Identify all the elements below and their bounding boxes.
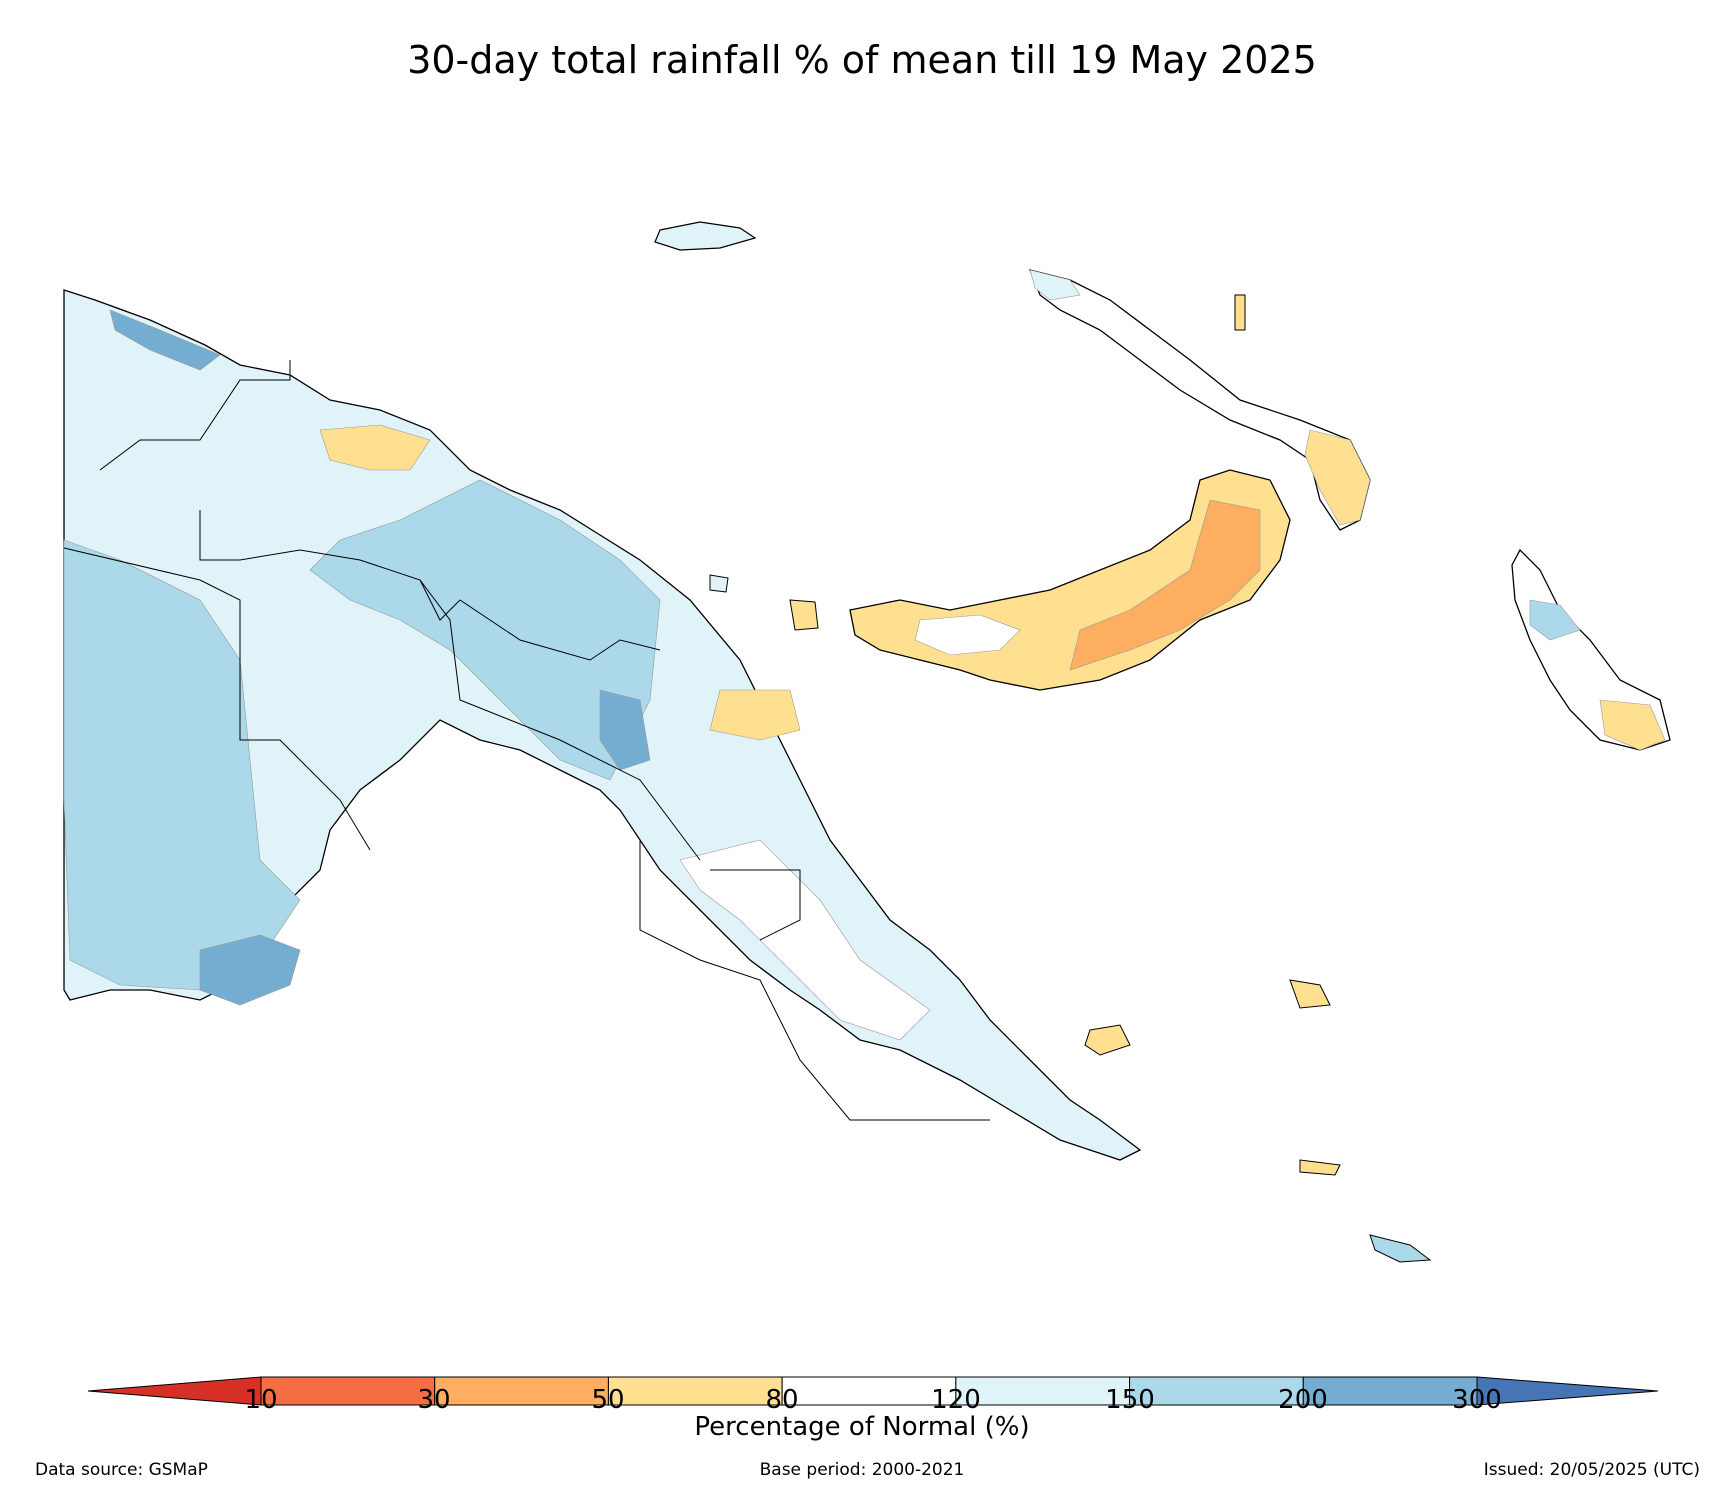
- new-ireland: [1028, 269, 1371, 531]
- colorbar-segment: [434, 1376, 609, 1406]
- tick-label: 200: [1278, 1385, 1328, 1415]
- colorbar-extend-low: [87, 1376, 262, 1406]
- wet-region-west: [63, 539, 301, 991]
- tick-label: 80: [765, 1385, 799, 1415]
- new-britain: [849, 469, 1291, 691]
- very-wet-highlands: [599, 689, 651, 771]
- rossel-island: [1369, 1234, 1432, 1263]
- dry-patch-madang: [709, 689, 801, 741]
- tick-label: 30: [417, 1385, 451, 1415]
- colorbar-extend-high: [1476, 1376, 1659, 1406]
- map-title: 30-day total rainfall % of mean till 19 …: [407, 38, 1317, 82]
- colorbar-segment: [1302, 1376, 1478, 1406]
- colorbar-segment: [955, 1376, 1131, 1406]
- bougainville: [1511, 548, 1671, 751]
- issued-date: Issued: 20/05/2025 (UTC): [1483, 1460, 1700, 1480]
- tick-label: 300: [1452, 1385, 1502, 1415]
- dry-patch-north: [319, 424, 431, 471]
- tick-label: 10: [244, 1385, 278, 1415]
- wet-bougainville-north: [1529, 599, 1581, 641]
- very-wet-north: [109, 309, 221, 371]
- new-ireland-outline: [1028, 269, 1371, 531]
- trobriand-island: [1289, 979, 1331, 1009]
- colorbar-label: Percentage of Normal (%): [694, 1412, 1030, 1442]
- very-wet-south: [199, 934, 301, 1006]
- dry-core-new-britain: [1069, 499, 1261, 671]
- base-period: Base period: 2000-2021: [759, 1460, 965, 1480]
- woodlark-island: [1299, 1159, 1341, 1176]
- long-island: [709, 574, 729, 593]
- manus-island: [654, 221, 757, 251]
- colorbar-segment: [260, 1376, 436, 1406]
- colorbar-segment: [607, 1376, 783, 1406]
- tick-label: 50: [591, 1385, 625, 1415]
- tick-label: 150: [1105, 1385, 1155, 1415]
- mainland: [63, 289, 1142, 1161]
- data-source: Data source: GSMaP: [35, 1460, 208, 1480]
- colorbar-segment: [1129, 1376, 1304, 1406]
- province-borders: [63, 360, 990, 1121]
- dry-new-ireland-south: [1304, 429, 1371, 526]
- colorbar-segment: [781, 1376, 957, 1406]
- colorbar: [87, 1376, 1659, 1406]
- dry-bougainville-south: [1599, 699, 1666, 751]
- normal-patch-new-britain: [914, 614, 1021, 656]
- wet-region-highlands: [309, 479, 661, 781]
- wet-new-ireland-north: [1029, 269, 1081, 301]
- karkar-island: [789, 599, 819, 631]
- tick-label: 120: [931, 1385, 981, 1415]
- fergusson-island: [1084, 1024, 1131, 1056]
- tabar-island: [1234, 294, 1246, 331]
